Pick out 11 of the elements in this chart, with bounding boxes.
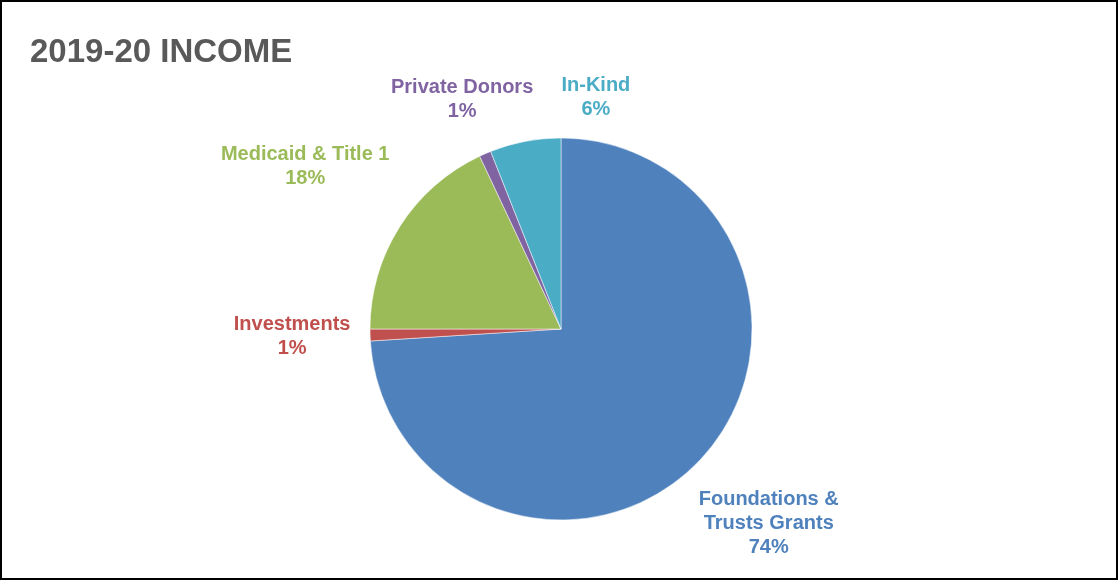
slice-label: In-Kind xyxy=(561,73,631,96)
chart-title: 2019-20 INCOME xyxy=(30,32,293,69)
data-label: 18% xyxy=(285,165,326,188)
slice-label: Private Donors xyxy=(390,75,534,98)
slice-label: Foundations & Trusts Grants xyxy=(698,487,839,534)
slice-label: Medicaid & Title 1 xyxy=(220,141,390,164)
data-label: 74% xyxy=(748,535,789,558)
data-label: 1% xyxy=(447,99,477,122)
slice-label: Investments xyxy=(233,312,351,335)
data-label: 1% xyxy=(277,336,307,359)
data-label: 6% xyxy=(581,97,611,120)
